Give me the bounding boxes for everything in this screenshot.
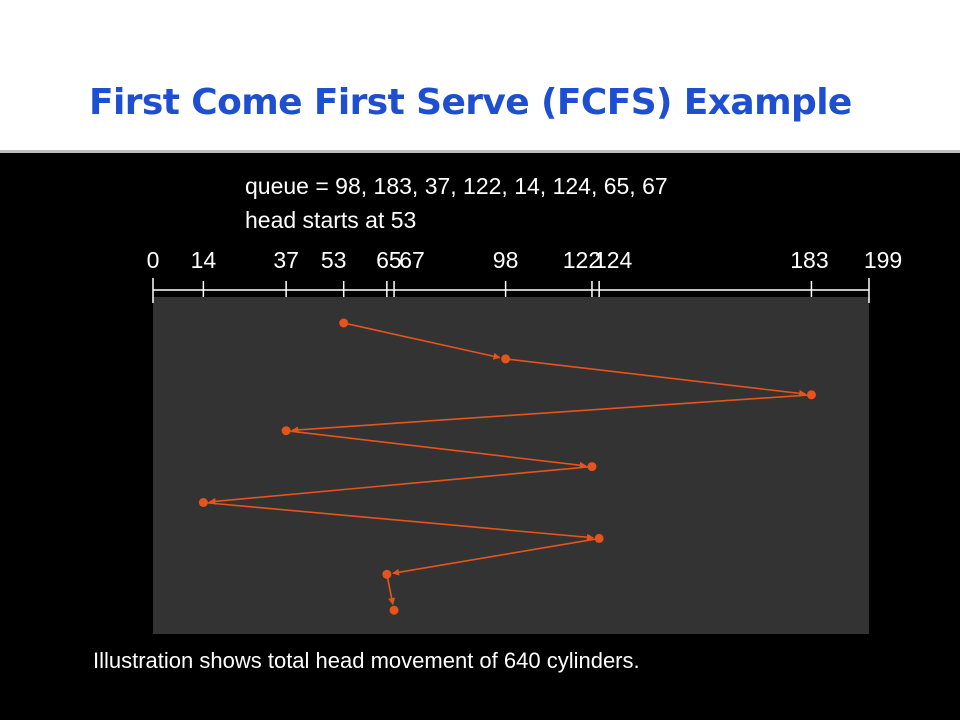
movement-segment-124-to-65 bbox=[392, 537, 600, 576]
movement-segment-183-to-37 bbox=[291, 394, 812, 434]
axis-tick-label-65: 65 bbox=[376, 247, 402, 273]
movement-segment-53-to-98 bbox=[343, 322, 501, 360]
axis-tick-label-0: 0 bbox=[147, 247, 160, 273]
plot-background bbox=[153, 297, 869, 634]
head-movement-path bbox=[198, 318, 816, 615]
head-position-65 bbox=[382, 569, 392, 579]
head-position-14 bbox=[198, 498, 208, 507]
axis-tick-label-124: 124 bbox=[594, 247, 633, 273]
axis-tick-label-98: 98 bbox=[493, 247, 519, 273]
head-position-98 bbox=[501, 354, 511, 364]
axis-tick-label-14: 14 bbox=[191, 247, 217, 273]
axis-tick-label-67: 67 bbox=[399, 247, 425, 273]
queue-text: queue = 98, 183, 37, 122, 14, 124, 65, 6… bbox=[245, 173, 668, 199]
slide-title: First Come First Serve (FCFS) Example bbox=[89, 82, 852, 123]
title-divider bbox=[0, 150, 960, 153]
movement-segment-65-to-67 bbox=[386, 574, 396, 606]
movement-segment-98-to-183 bbox=[505, 358, 807, 397]
head-position-183 bbox=[806, 390, 816, 400]
movement-segment-122-to-14 bbox=[208, 465, 593, 505]
movement-segment-14-to-124 bbox=[203, 501, 594, 541]
axis-tick-label-37: 37 bbox=[273, 247, 299, 273]
head-position-124 bbox=[594, 533, 604, 543]
axis-tick-label-199: 199 bbox=[864, 247, 902, 273]
axis-tick-label-53: 53 bbox=[321, 247, 347, 273]
head-position-122 bbox=[587, 462, 597, 472]
movement-segment-37-to-122 bbox=[286, 429, 587, 469]
head-position-67 bbox=[389, 605, 399, 615]
axis-tick-label-122: 122 bbox=[563, 247, 601, 273]
caption-text: Illustration shows total head movement o… bbox=[93, 648, 640, 673]
title-area: First Come First Serve (FCFS) Example bbox=[0, 0, 960, 150]
axis-tick-label-183: 183 bbox=[790, 247, 828, 273]
head-position-37 bbox=[281, 426, 291, 436]
head-start-text: head starts at 53 bbox=[245, 207, 417, 233]
head-position-53 bbox=[339, 318, 349, 328]
